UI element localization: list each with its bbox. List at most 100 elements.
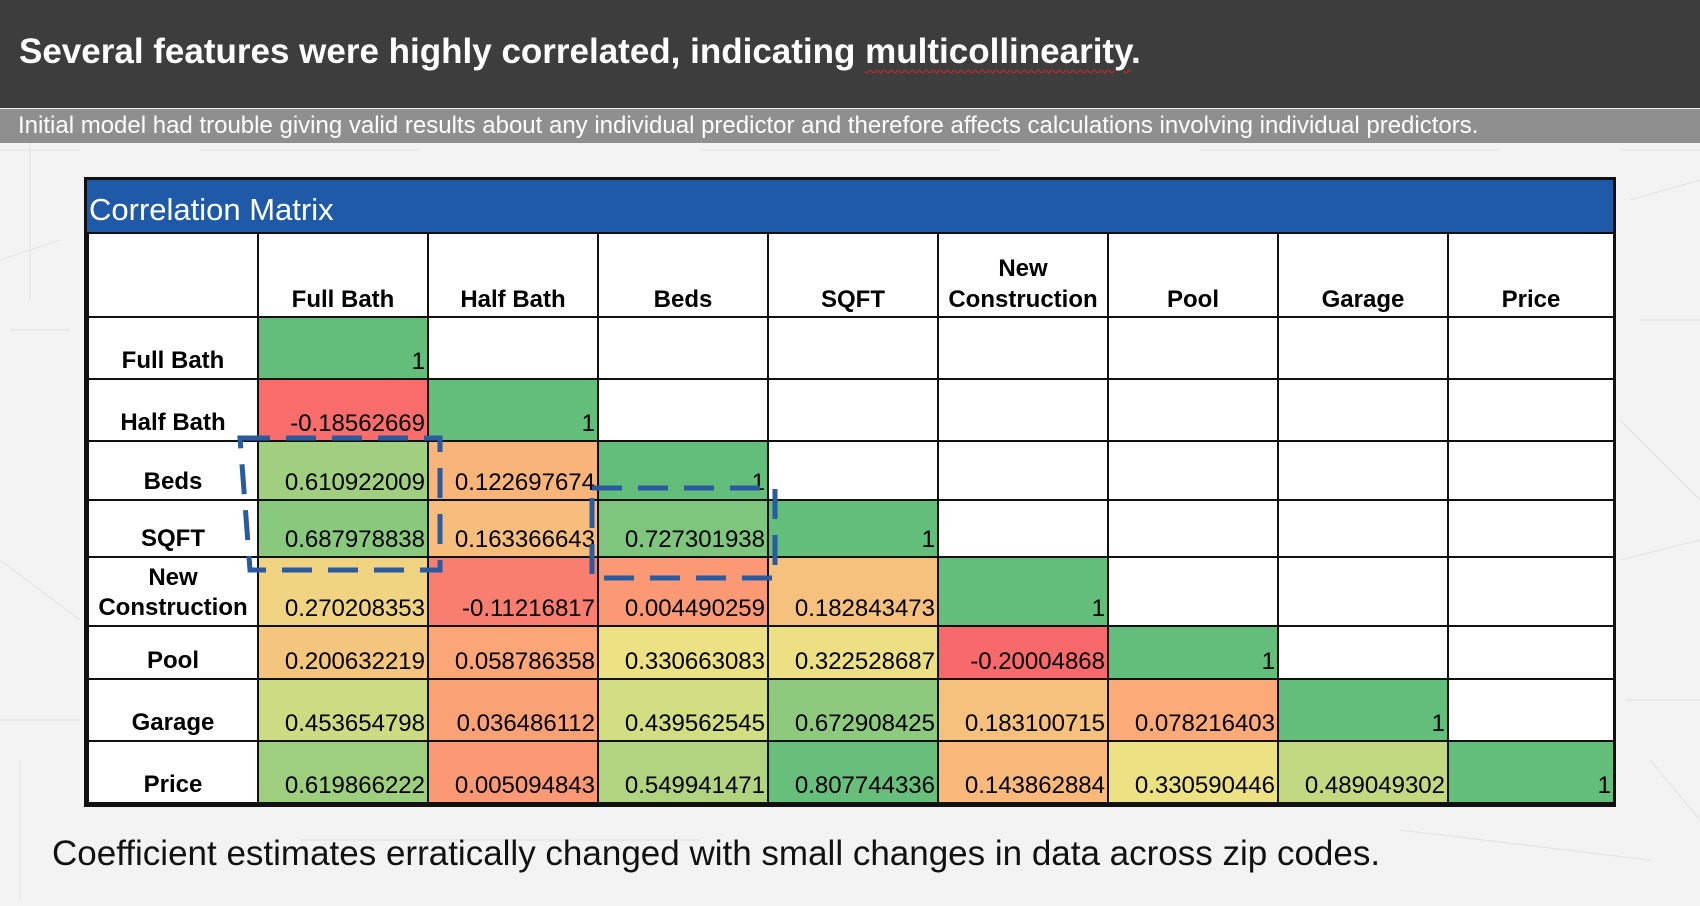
matrix-cell bbox=[767, 377, 939, 442]
column-header: Price bbox=[1447, 232, 1615, 318]
matrix-cell: 1 bbox=[1447, 739, 1615, 805]
corner-cell bbox=[87, 232, 259, 318]
matrix-cell: 0.078216403 bbox=[1107, 678, 1279, 742]
matrix-cell: 0.330590446 bbox=[1107, 739, 1279, 805]
matrix-cell bbox=[767, 316, 939, 380]
matrix-cell: 0.122697674 bbox=[427, 439, 599, 501]
matrix-cell bbox=[1447, 624, 1615, 681]
matrix-cell bbox=[1277, 316, 1449, 380]
matrix-cell bbox=[767, 439, 939, 501]
matrix-cell: 0.672908425 bbox=[767, 678, 939, 742]
matrix-cell: 0.004490259 bbox=[597, 556, 769, 627]
table-header-row: Full Bath Half Bath Beds SQFT New Constructi… bbox=[87, 232, 1615, 318]
matrix-cell bbox=[1277, 377, 1449, 442]
matrix-cell bbox=[1277, 556, 1449, 627]
row-header: Price bbox=[87, 739, 259, 805]
matrix-cell bbox=[937, 498, 1109, 559]
matrix-cell bbox=[597, 377, 769, 442]
matrix-cell: 0.549941471 bbox=[597, 739, 769, 805]
column-header: Pool bbox=[1107, 232, 1279, 318]
matrix-cell: 0.200632219 bbox=[257, 624, 429, 681]
matrix-cell bbox=[1277, 439, 1449, 501]
column-header: Garage bbox=[1277, 232, 1449, 318]
matrix-cell bbox=[1107, 316, 1279, 380]
title-period: . bbox=[1130, 32, 1141, 71]
title-underlined-word: multicollinearity bbox=[865, 32, 1131, 71]
subtitle-bar: Initial model had trouble giving valid r… bbox=[0, 109, 1700, 143]
matrix-cell: -0.20004868 bbox=[937, 624, 1109, 681]
matrix-cell: 0.182843473 bbox=[767, 556, 939, 627]
matrix-cell: -0.11216817 bbox=[427, 556, 599, 627]
column-header: Full Bath bbox=[257, 232, 429, 318]
matrix-cell: 0.322528687 bbox=[767, 624, 939, 681]
correlation-table: Full Bath Half Bath Beds SQFT New Constructi… bbox=[87, 232, 1615, 805]
matrix-cell: 0.489049302 bbox=[1277, 739, 1449, 805]
matrix-cell: 1 bbox=[937, 556, 1109, 627]
matrix-cell: 0.330663083 bbox=[597, 624, 769, 681]
matrix-cell: 1 bbox=[1277, 678, 1449, 742]
matrix-cell bbox=[1107, 377, 1279, 442]
matrix-cell: 0.183100715 bbox=[937, 678, 1109, 742]
matrix-cell bbox=[1447, 439, 1615, 501]
matrix-cell: 0.439562545 bbox=[597, 678, 769, 742]
matrix-cell: 0.058786358 bbox=[427, 624, 599, 681]
title-bar: Several features were highly correlated,… bbox=[0, 0, 1700, 108]
row-header: Half Bath bbox=[87, 377, 259, 442]
table-row: Beds 0.610922009 0.122697674 1 bbox=[87, 439, 1615, 501]
matrix-cell bbox=[1447, 377, 1615, 442]
column-header: Half Bath bbox=[427, 232, 599, 318]
matrix-cell bbox=[1447, 678, 1615, 742]
matrix-cell: 0.036486112 bbox=[427, 678, 599, 742]
matrix-cell bbox=[1107, 556, 1279, 627]
matrix-cell: -0.18562669 bbox=[257, 377, 429, 442]
matrix-cell: 0.687978838 bbox=[257, 498, 429, 559]
matrix-cell: 0.143862884 bbox=[937, 739, 1109, 805]
correlation-matrix: Correlation Matrix Full Bath Half Bath Bed… bbox=[84, 177, 1616, 807]
matrix-cell bbox=[1107, 498, 1279, 559]
matrix-cell: 0.807744336 bbox=[767, 739, 939, 805]
row-header: Garage bbox=[87, 678, 259, 742]
column-header: Beds bbox=[597, 232, 769, 318]
matrix-cell bbox=[1277, 624, 1449, 681]
table-row: Pool 0.200632219 0.058786358 0.330663083 0.3… bbox=[87, 624, 1615, 681]
matrix-heading: Correlation Matrix bbox=[89, 192, 334, 227]
slide-subtitle: Initial model had trouble giving valid r… bbox=[18, 112, 1479, 139]
matrix-cell: 0.619866222 bbox=[257, 739, 429, 805]
matrix-cell: 0.727301938 bbox=[597, 498, 769, 559]
matrix-cell: 1 bbox=[1107, 624, 1279, 681]
matrix-cell: 0.610922009 bbox=[257, 439, 429, 501]
matrix-cell bbox=[937, 439, 1109, 501]
matrix-cell: 0.005094843 bbox=[427, 739, 599, 805]
column-header: New Construction bbox=[937, 232, 1109, 318]
row-header: New Construction bbox=[87, 556, 259, 627]
title-text: Several features were highly correlated,… bbox=[19, 32, 866, 71]
matrix-cell: 1 bbox=[767, 498, 939, 559]
matrix-cell: 0.270208353 bbox=[257, 556, 429, 627]
table-row: Half Bath -0.18562669 1 bbox=[87, 377, 1615, 442]
table-row: New Construction 0.270208353 -0.11216817 0.… bbox=[87, 556, 1615, 627]
row-header: Pool bbox=[87, 624, 259, 681]
matrix-cell bbox=[1447, 498, 1615, 559]
table-row: Garage 0.453654798 0.036486112 0.439562545 0… bbox=[87, 678, 1615, 742]
matrix-heading-bar: Correlation Matrix bbox=[87, 180, 1613, 232]
matrix-cell bbox=[1277, 498, 1449, 559]
matrix-cell bbox=[427, 316, 599, 380]
matrix-cell: 0.163366643 bbox=[427, 498, 599, 559]
slide-note: Coefficient estimates erratically change… bbox=[52, 834, 1381, 873]
row-header: Beds bbox=[87, 439, 259, 501]
matrix-cell bbox=[1447, 556, 1615, 627]
table-row: SQFT 0.687978838 0.163366643 0.727301938 1 bbox=[87, 498, 1615, 559]
table-row: Price 0.619866222 0.005094843 0.549941471 0.… bbox=[87, 739, 1615, 805]
matrix-cell bbox=[1107, 439, 1279, 501]
matrix-cell: 1 bbox=[427, 377, 599, 442]
matrix-cell: 0.453654798 bbox=[257, 678, 429, 742]
matrix-cell bbox=[1447, 316, 1615, 380]
matrix-cell: 1 bbox=[257, 316, 429, 380]
column-header: SQFT bbox=[767, 232, 939, 318]
table-row: Full Bath 1 bbox=[87, 316, 1615, 380]
matrix-cell bbox=[937, 316, 1109, 380]
matrix-cell: 1 bbox=[597, 439, 769, 501]
matrix-cell bbox=[937, 377, 1109, 442]
slide-title: Several features were highly correlated,… bbox=[19, 32, 1141, 72]
